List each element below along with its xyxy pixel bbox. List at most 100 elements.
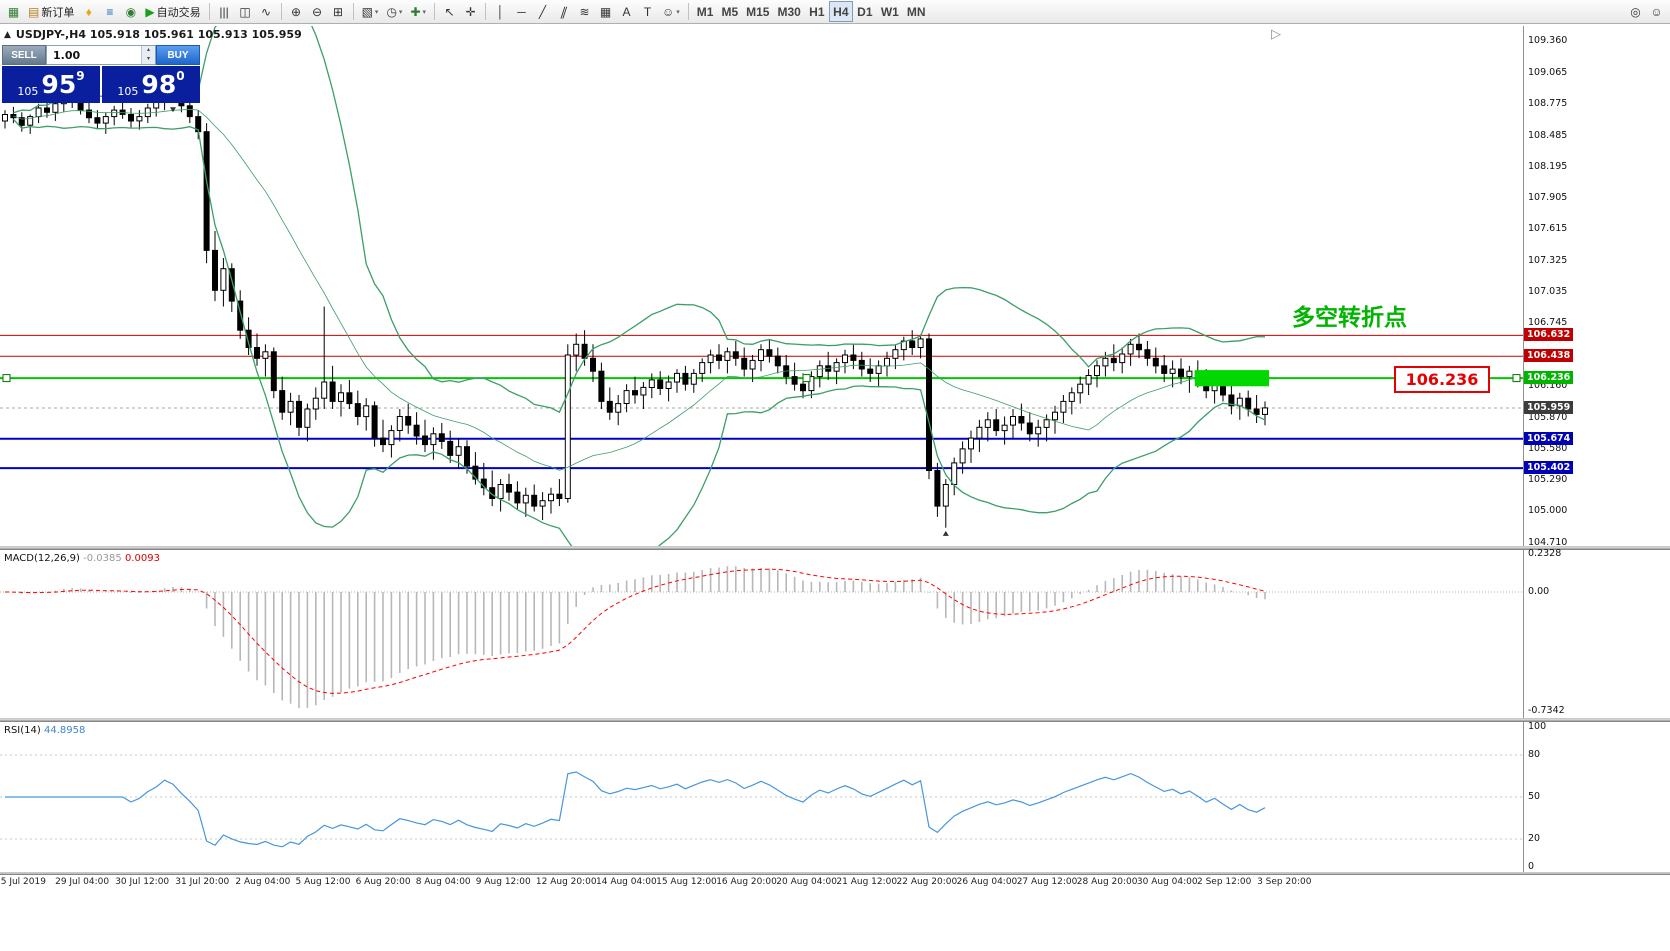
vertical-line-icon[interactable]: │ bbox=[490, 1, 511, 22]
volume-decrease-icon[interactable]: ▾ bbox=[142, 55, 155, 64]
dropdown-caret-icon: ▾ bbox=[374, 8, 379, 16]
fibonacci-icon[interactable]: ≋ bbox=[574, 1, 595, 22]
text-tool-button[interactable]: A bbox=[616, 1, 637, 22]
toolbar-separator bbox=[208, 3, 210, 20]
tile-windows-icon-glyph: ⊞ bbox=[333, 4, 344, 19]
new-order-button-label: 新订单 bbox=[41, 6, 75, 19]
line-chart-icon[interactable]: ∿ bbox=[256, 1, 277, 22]
tile-windows-icon[interactable]: ⊞ bbox=[328, 1, 349, 22]
price-chart[interactable] bbox=[0, 26, 1523, 546]
new-chart-icon[interactable]: ▧ ▾ bbox=[358, 1, 383, 22]
dropdown-caret-icon: ▾ bbox=[398, 8, 403, 16]
fibonacci-icon-glyph: ≋ bbox=[579, 4, 590, 19]
time-axis-label: 15 Aug 12:00 bbox=[656, 877, 717, 887]
time-axis-label: 5 Aug 12:00 bbox=[295, 877, 351, 887]
buy-price-main: 98 bbox=[141, 70, 177, 99]
label-tool-button-glyph: T bbox=[643, 4, 652, 19]
time-axis-label: 8 Aug 04:00 bbox=[415, 877, 471, 887]
arrows-tool-icon[interactable]: ☺ ▾ bbox=[658, 1, 684, 22]
price-scale-border bbox=[1523, 26, 1524, 875]
metaeditor-icon[interactable]: ♦ bbox=[78, 1, 99, 22]
sell-price-sup: 9 bbox=[76, 69, 85, 83]
indicators-icon[interactable]: ✚ ▾ bbox=[406, 1, 430, 22]
timeframe-m5-button[interactable]: M5 bbox=[717, 1, 742, 22]
indicators-icon-glyph: ✚ bbox=[410, 4, 421, 19]
bar-chart-icon-glyph: ||| bbox=[219, 4, 229, 19]
time-axis-label: 14 Aug 04:00 bbox=[596, 877, 657, 887]
timeframe-h1-button[interactable]: H1 bbox=[805, 1, 829, 22]
shapes-icon[interactable]: ▦ bbox=[595, 1, 616, 22]
scroll-to-end-icon[interactable]: ▷ bbox=[1271, 27, 1281, 42]
cursor-icon[interactable]: ↖ bbox=[439, 1, 460, 22]
timeframe-m30-button[interactable]: M30 bbox=[773, 1, 804, 22]
toolbar-separator bbox=[485, 3, 487, 20]
candlestick-icon[interactable]: ◫ bbox=[235, 1, 256, 22]
timeframe-w1-button[interactable]: W1 bbox=[877, 1, 903, 22]
time-axis[interactable]: 25 Jul 2019 29 Jul 04:00 30 Jul 12:00 31 Ju… bbox=[0, 875, 1523, 891]
channel-icon[interactable]: ∥ bbox=[553, 1, 574, 22]
new-order-button[interactable]: ▤ 新订单 bbox=[24, 1, 78, 22]
time-axis-label: 20 Aug 04:00 bbox=[776, 877, 837, 887]
volume-increase-icon[interactable]: ▴ bbox=[142, 46, 155, 55]
macd-indicator-panel[interactable] bbox=[0, 550, 1523, 718]
time-axis-label: 29 Jul 04:00 bbox=[55, 877, 110, 887]
price-scale[interactable] bbox=[1524, 26, 1670, 872]
market-watch-icon[interactable]: ≡ bbox=[99, 1, 120, 22]
chat-icon[interactable]: ☺ bbox=[1646, 1, 1667, 22]
timeframe-mn-button[interactable]: MN bbox=[903, 1, 930, 22]
autotrading-button-glyph: ▶ bbox=[145, 4, 155, 19]
time-axis-label: 31 Jul 20:00 bbox=[175, 877, 230, 887]
panel-separator[interactable] bbox=[0, 872, 1670, 875]
crosshair-icon[interactable]: ✛ bbox=[460, 1, 481, 22]
volume-stepper[interactable]: 1.00 ▴ ▾ bbox=[46, 45, 156, 65]
toolbar-separator bbox=[280, 3, 282, 20]
volume-value: 1.00 bbox=[53, 48, 81, 62]
timeframe-m1-button[interactable]: M1 bbox=[693, 1, 718, 22]
chart-app-icon[interactable]: ▦ bbox=[3, 1, 24, 22]
panel-separator[interactable] bbox=[0, 546, 1670, 550]
one-click-trading-panel: SELL 1.00 ▴ ▾ BUY 105 95 9 105 98 0 bbox=[2, 45, 200, 103]
timeframe-d1-button[interactable]: D1 bbox=[853, 1, 877, 22]
time-axis-label: 9 Aug 12:00 bbox=[475, 877, 531, 887]
trendline-icon[interactable]: ╱ bbox=[532, 1, 553, 22]
timeframe-h4-button[interactable]: H4 bbox=[828, 1, 853, 22]
rsi-indicator-panel[interactable] bbox=[0, 722, 1523, 872]
shapes-icon-glyph: ▦ bbox=[599, 4, 612, 19]
profiles-icon[interactable]: ◷ ▾ bbox=[382, 1, 406, 22]
horizontal-line-icon-glyph: ─ bbox=[517, 4, 526, 19]
bar-chart-icon[interactable]: ||| bbox=[214, 1, 235, 22]
timeframe-m15-button[interactable]: M15 bbox=[742, 1, 773, 22]
navigator-icon[interactable]: ◉ bbox=[120, 1, 141, 22]
vertical-line-icon-glyph: │ bbox=[496, 4, 505, 19]
time-axis-label: 30 Jul 12:00 bbox=[115, 877, 170, 887]
price-level-tag[interactable]: 106.236 bbox=[1394, 366, 1490, 393]
dropdown-caret-icon: ▾ bbox=[676, 8, 680, 16]
rsi-value: 44.8958 bbox=[43, 725, 86, 736]
time-axis-label: 26 Aug 04:00 bbox=[956, 877, 1018, 887]
turning-point-annotation[interactable]: 多空转折点 bbox=[1292, 305, 1407, 331]
time-axis-label: 28 Aug 20:00 bbox=[1076, 877, 1138, 887]
zoom-in-icon-glyph: ⊕ bbox=[291, 4, 302, 19]
zoom-out-icon[interactable]: ⊖ bbox=[307, 1, 328, 22]
buy-price-display[interactable]: 105 98 0 bbox=[102, 66, 200, 103]
zoom-out-icon-glyph: ⊖ bbox=[312, 4, 323, 19]
profiles-icon-glyph: ◷ bbox=[386, 4, 397, 19]
search-icon[interactable]: ◎ bbox=[1625, 1, 1646, 22]
toolbar-right-group: ◎ ☺ bbox=[1625, 1, 1667, 22]
time-axis-label: 30 Aug 04:00 bbox=[1136, 877, 1198, 887]
collapse-panel-icon[interactable]: ▲ bbox=[4, 29, 11, 40]
buy-button[interactable]: BUY bbox=[156, 45, 200, 65]
candlestick-icon-glyph: ◫ bbox=[239, 4, 251, 19]
horizontal-line-icon[interactable]: ─ bbox=[511, 1, 532, 22]
buy-price-sup: 0 bbox=[176, 69, 185, 83]
timeframe-m15-button-glyph: M15 bbox=[746, 4, 770, 19]
macd-value: -0.0385 bbox=[83, 553, 122, 564]
label-tool-button[interactable]: T bbox=[637, 1, 658, 22]
macd-indicator-label: MACD(12,26,9) -0.0385 0.0093 bbox=[4, 553, 160, 564]
panel-separator[interactable] bbox=[0, 718, 1670, 722]
autotrading-button[interactable]: ▶ 自动交易 bbox=[141, 1, 204, 22]
zoom-in-icon[interactable]: ⊕ bbox=[286, 1, 307, 22]
sell-button[interactable]: SELL bbox=[2, 45, 46, 65]
timeframe-mn-button-glyph: MN bbox=[906, 4, 926, 19]
sell-price-display[interactable]: 105 95 9 bbox=[2, 66, 100, 103]
